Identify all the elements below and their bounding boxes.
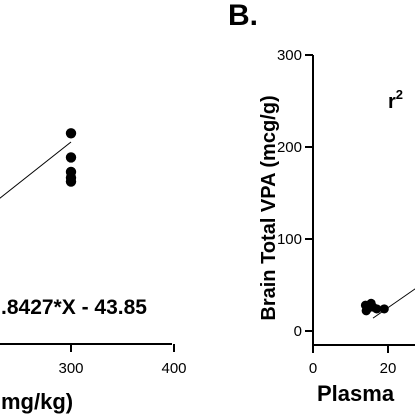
panel-b-y-tick-label: 0	[294, 323, 302, 340]
panel-b-y-tick-labels: 0 100 200 300	[277, 47, 302, 340]
panel-a-x-tick-label: 300	[58, 360, 83, 377]
panel-b: B. 0 100 200 300 0 20 Brain Total VPA (mcg/g…	[228, 0, 415, 406]
panel-a-equation: .8427*X - 43.85	[1, 296, 147, 319]
panel-a-regression-line	[0, 141, 72, 199]
panel-b-y-axis-label: Brain Total VPA (mcg/g)	[258, 95, 280, 320]
panel-a-data-point	[65, 176, 77, 187]
panel-b-y-ticks	[305, 54, 313, 332]
panel-a: 300 400 .8427*X - 43.85 mg/kg)	[0, 128, 187, 414]
panel-a-x-tick-labels: 300 400	[58, 360, 186, 377]
panel-b-x-axis-label: Plasma	[317, 381, 395, 406]
panel-b-r-squared-r: r	[388, 91, 396, 113]
panel-b-data-point	[366, 298, 376, 308]
panel-b-data-point	[372, 304, 382, 314]
panel-a-data-points	[65, 128, 77, 187]
panel-b-r-squared-exponent: 2	[396, 87, 403, 102]
panel-a-x-axis-label: mg/kg)	[1, 389, 73, 414]
panel-b-regression-line	[372, 288, 415, 319]
panel-b-x-tick-label: 20	[380, 360, 397, 377]
panel-b-y-tick-label: 100	[277, 231, 302, 248]
panel-b-r-squared: r2	[388, 87, 403, 113]
panel-b-y-tick-label: 200	[277, 139, 302, 156]
panel-b-label: B.	[228, 0, 258, 32]
panel-a-x-ticks	[70, 344, 175, 352]
panel-b-y-tick-label: 300	[277, 47, 302, 64]
panel-b-data-point	[361, 306, 371, 316]
panel-b-x-tick-labels: 0 20	[309, 360, 397, 377]
panel-b-x-tick-label: 0	[309, 360, 317, 377]
panel-a-data-point	[65, 128, 77, 139]
panel-b-x-ticks	[312, 345, 389, 353]
panel-b-data-points	[360, 298, 389, 316]
panel-a-data-point	[65, 152, 77, 163]
panel-a-x-tick-label: 400	[161, 360, 186, 377]
panel-b-data-point	[379, 304, 389, 314]
